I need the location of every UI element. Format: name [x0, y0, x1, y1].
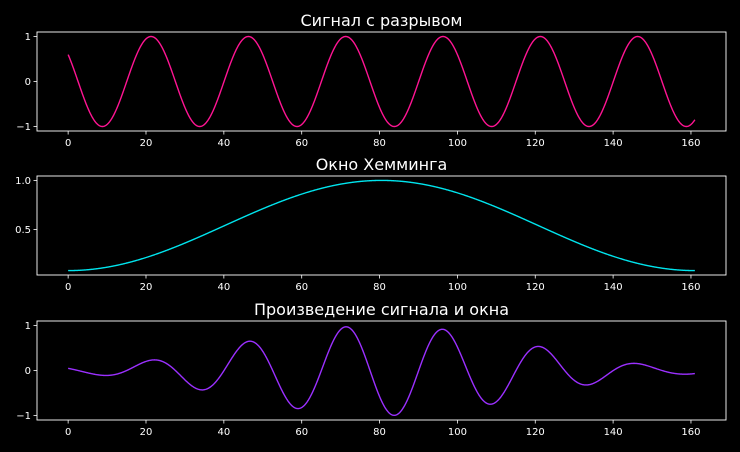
- x-tick-label: 80: [373, 138, 386, 149]
- x-tick-label: 120: [526, 138, 545, 149]
- y-tick-label: −1: [16, 411, 31, 422]
- chart-title: Произведение сигнала и окна: [254, 300, 509, 319]
- x-tick-label: 140: [604, 138, 623, 149]
- x-tick-label: 0: [65, 138, 71, 149]
- x-tick-label: 100: [448, 138, 467, 149]
- x-tick-label: 20: [140, 138, 153, 149]
- x-tick-label: 20: [140, 282, 153, 293]
- axes-frame: [36, 320, 727, 421]
- chart-title: Окно Хемминга: [316, 155, 448, 174]
- x-tick-label: 140: [604, 282, 623, 293]
- x-tick-label: 120: [526, 427, 545, 438]
- x-tick-label: 100: [448, 427, 467, 438]
- x-tick-label: 120: [526, 282, 545, 293]
- signal-chart: Сигнал с разрывом 0 20 40 60 80 100 120 140 160 −1…: [16, 11, 727, 149]
- y-tick-label: 0.5: [15, 225, 31, 236]
- x-tick-label: 60: [295, 138, 308, 149]
- y-tick-label: 1.0: [15, 176, 31, 187]
- x-tick-label: 20: [140, 427, 153, 438]
- x-tick-label: 140: [604, 427, 623, 438]
- y-tick-label: −1: [16, 122, 31, 133]
- axes-frame: [36, 175, 727, 276]
- x-tick-label: 40: [217, 427, 230, 438]
- series-line: [67, 326, 696, 417]
- hamming-window-chart: Окно Хемминга 0 20 40 60 80 100 120 140 160 0.5 1.0: [15, 155, 727, 293]
- x-tick-label: 40: [217, 138, 230, 149]
- x-tick-label: 40: [217, 282, 230, 293]
- x-tick-label: 100: [448, 282, 467, 293]
- x-tick-label: 80: [373, 282, 386, 293]
- y-tick-label: 0: [25, 77, 31, 88]
- x-tick-label: 60: [295, 282, 308, 293]
- x-tick-label: 0: [65, 427, 71, 438]
- y-tick-label: 0: [25, 366, 31, 377]
- y-tick-label: 1: [25, 321, 31, 332]
- chart-title: Сигнал с разрывом: [301, 11, 463, 30]
- y-tick-label: 1: [25, 32, 31, 43]
- x-tick-label: 160: [681, 138, 700, 149]
- x-tick-label: 80: [373, 427, 386, 438]
- product-chart: Произведение сигнала и окна 0 20 40 60 80 100 1…: [16, 300, 727, 438]
- x-tick-label: 160: [681, 427, 700, 438]
- x-tick-label: 160: [681, 282, 700, 293]
- x-tick-label: 0: [65, 282, 71, 293]
- series-line: [67, 179, 696, 272]
- x-tick-label: 60: [295, 427, 308, 438]
- series-line: [67, 35, 696, 128]
